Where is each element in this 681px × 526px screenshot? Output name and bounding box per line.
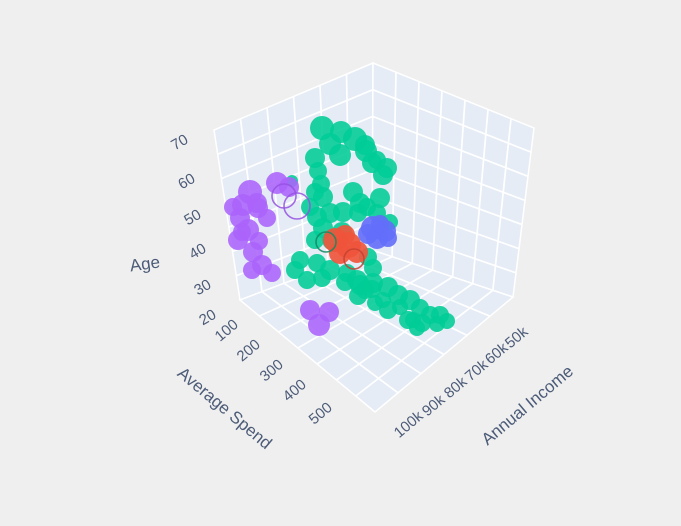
data-point-cluster-green[interactable] <box>409 320 425 336</box>
data-point-cluster-green[interactable] <box>306 231 324 249</box>
data-point-cluster-green[interactable] <box>336 273 354 291</box>
grid-line <box>305 274 445 356</box>
data-point-cluster-green[interactable] <box>379 301 397 319</box>
data-point-cluster-green[interactable] <box>439 313 455 329</box>
data-point-cluster-green[interactable] <box>313 187 333 207</box>
grid-line <box>228 169 373 228</box>
data-point-cluster-red[interactable] <box>329 242 351 264</box>
data-point-cluster-green[interactable] <box>364 259 382 277</box>
grid-line <box>371 222 517 274</box>
grid-line <box>471 109 489 284</box>
data-point-cluster-red[interactable] <box>346 241 368 263</box>
data-point-cluster-purple[interactable] <box>258 209 276 227</box>
grid-line <box>217 88 374 156</box>
grid-line <box>283 282 422 375</box>
grid-line <box>372 115 529 178</box>
data-point-cluster-blue[interactable] <box>371 215 389 233</box>
data-point-cluster-green[interactable] <box>333 202 353 222</box>
z-axis-tick: 50 <box>181 206 204 229</box>
data-point-cluster-green[interactable] <box>286 261 304 279</box>
data-point-cluster-green[interactable] <box>370 188 390 208</box>
y-axis-title: Annual Income <box>478 361 577 448</box>
grid-line <box>372 169 523 226</box>
grid-line <box>335 282 474 381</box>
z-axis-tick: 20 <box>196 306 219 329</box>
data-point-cluster-green[interactable] <box>329 144 351 166</box>
data-point-cluster-green[interactable] <box>367 295 383 311</box>
z-axis-title: Age <box>129 252 162 275</box>
centroid-outline-marker[interactable] <box>315 231 337 253</box>
grid-line <box>292 96 307 276</box>
grid-line <box>411 81 420 264</box>
grid-line <box>372 195 520 250</box>
grid-line <box>355 289 494 397</box>
x-axis-tick: 200 <box>234 336 264 365</box>
data-point-cluster-green[interactable] <box>298 271 316 289</box>
grid-line <box>431 90 443 271</box>
data-point-cluster-green[interactable] <box>355 135 375 155</box>
data-point-cluster-green[interactable] <box>373 165 393 185</box>
data-point-cluster-green[interactable] <box>308 254 326 272</box>
data-point-cluster-green[interactable] <box>363 280 381 298</box>
data-point-cluster-green[interactable] <box>349 287 367 305</box>
x-axis-tick: 400 <box>280 376 310 405</box>
grid-line <box>261 290 399 394</box>
y-axis-tick: 100k <box>391 407 427 441</box>
grid-line <box>451 100 466 277</box>
data-point-cluster-blue[interactable] <box>379 229 397 247</box>
data-point-cluster-purple[interactable] <box>279 177 299 197</box>
grid-line <box>266 107 285 284</box>
z-axis-tick: 40 <box>186 240 209 263</box>
grid-line <box>278 262 413 333</box>
data-point-cluster-purple[interactable] <box>243 261 261 279</box>
centroid-outline-marker[interactable] <box>343 248 365 270</box>
data-point-cluster-purple[interactable] <box>228 230 248 250</box>
grid-line <box>492 118 512 291</box>
grid-line <box>372 142 526 202</box>
data-point-cluster-purple[interactable] <box>308 314 330 336</box>
z-axis-tick: 30 <box>191 276 214 299</box>
x-axis-tick: 500 <box>306 399 336 428</box>
grid-line <box>316 276 454 365</box>
data-point-cluster-green[interactable] <box>313 269 331 287</box>
y-axis-tick: 90k <box>419 391 449 420</box>
centroid-outline-marker[interactable] <box>283 192 311 220</box>
x-axis-tick: 300 <box>257 356 287 385</box>
data-point-cluster-purple[interactable] <box>263 264 281 282</box>
z-axis-tick: 70 <box>168 131 191 154</box>
grid-line <box>372 88 532 153</box>
z-axis-tick: 60 <box>175 170 198 193</box>
